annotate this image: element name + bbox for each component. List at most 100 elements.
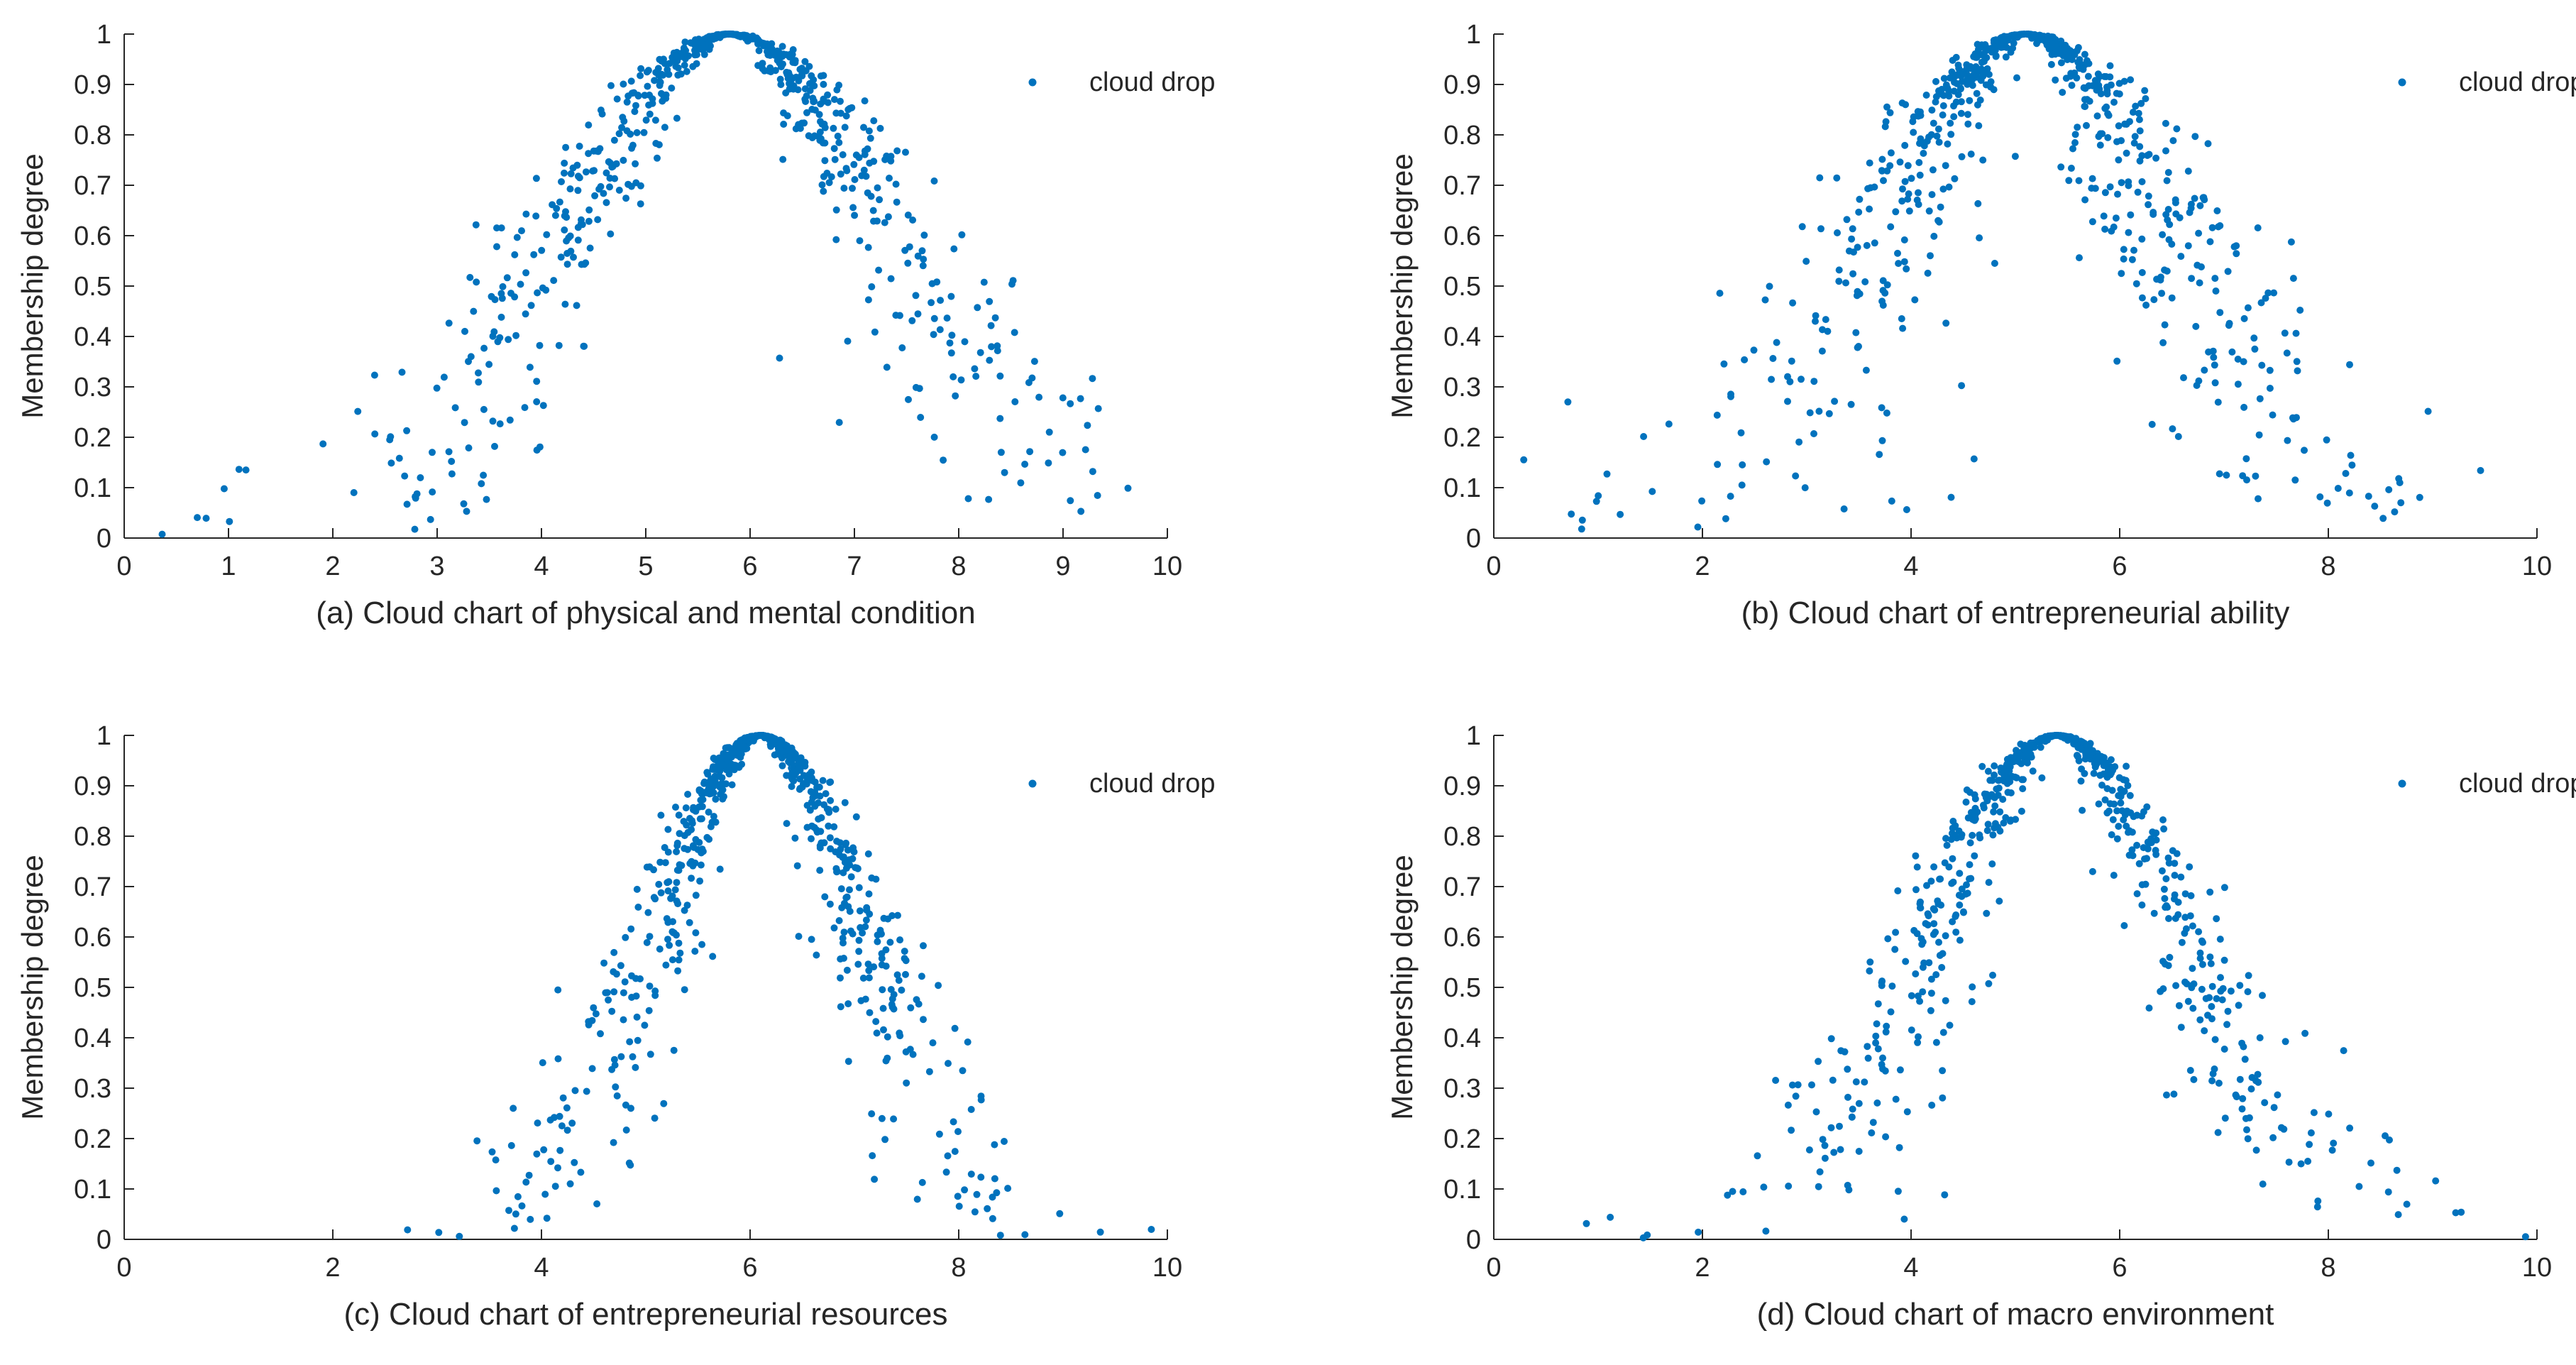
y-tick-label: 0.6 xyxy=(74,221,111,251)
cloud-drop-point xyxy=(1946,74,1954,82)
cloud-drop-point xyxy=(1949,918,1956,926)
cloud-drop-point xyxy=(2115,80,2123,87)
cloud-drop-point xyxy=(1833,174,1841,182)
cloud-drop-point xyxy=(986,297,993,305)
cloud-drop-point xyxy=(617,1053,625,1060)
cloud-drop-point xyxy=(813,951,820,959)
cloud-drop-point xyxy=(2096,141,2104,149)
cloud-drop-point xyxy=(2259,1180,2267,1188)
y-tick-label: 0.7 xyxy=(74,171,111,201)
y-axis-label: Membership degree xyxy=(16,855,49,1120)
cloud-drop-point xyxy=(573,302,580,309)
cloud-drop-point xyxy=(623,127,631,135)
cloud-drop-point xyxy=(2142,95,2150,102)
cloud-drop-point xyxy=(448,470,456,478)
cloud-drop-point xyxy=(690,804,698,811)
cloud-drop-point xyxy=(681,55,689,62)
cloud-drop-point xyxy=(950,373,957,380)
cloud-drop-point xyxy=(1724,1191,1732,1199)
cloud-drop-point xyxy=(946,339,954,347)
cloud-drop-point xyxy=(1713,411,1721,419)
cloud-drop-point xyxy=(656,55,664,63)
cloud-drop-point xyxy=(2258,361,2266,369)
cloud-drop-point xyxy=(2071,131,2079,138)
cloud-drop-point xyxy=(864,960,872,968)
cloud-drop-point xyxy=(2206,888,2214,896)
cloud-drop-point xyxy=(1894,1188,1902,1195)
cloud-drop-point xyxy=(1924,910,1932,918)
cloud-drop-point xyxy=(1977,65,1985,73)
cloud-drop-point xyxy=(696,815,704,823)
cloud-drop-point xyxy=(1818,347,1826,355)
cloud-drop-point xyxy=(879,1004,887,1012)
cloud-drop-point xyxy=(2142,301,2150,309)
cloud-drop-point xyxy=(2314,1197,2322,1205)
chart-panel-d: 0 2 4 6 8 1000.10.20.30.40.50.60.70.80.91Memb… xyxy=(1385,721,2576,1332)
cloud-drop-point xyxy=(522,310,529,318)
cloud-drop-point xyxy=(802,98,810,105)
cloud-drop-point xyxy=(1947,131,1955,138)
cloud-drop-point xyxy=(1984,821,1992,828)
cloud-drop-point xyxy=(608,1007,616,1015)
cloud-drop-point xyxy=(473,1137,481,1145)
cloud-drop-point xyxy=(600,959,608,967)
cloud-drop-point xyxy=(586,244,594,252)
x-tick-label: 2 xyxy=(1695,1253,1710,1283)
cloud-drop-point xyxy=(1089,468,1096,476)
cloud-drop-point xyxy=(605,158,612,165)
cloud-drop-point xyxy=(996,372,1004,380)
cloud-drop-point xyxy=(1578,516,1586,524)
cloud-drop-point xyxy=(952,392,959,400)
cloud-drop-point xyxy=(783,820,791,828)
cloud-drop-point xyxy=(874,217,881,225)
y-tick-label: 0.6 xyxy=(1443,221,1481,251)
cloud-drop-point xyxy=(754,732,761,740)
cloud-drop-point xyxy=(696,877,704,885)
cloud-drop-point xyxy=(2103,760,2110,767)
cloud-drop-point xyxy=(2106,62,2114,70)
cloud-drop-point xyxy=(1958,885,1966,893)
cloud-drop-point xyxy=(2477,466,2484,474)
cloud-drop-point xyxy=(2067,165,2075,172)
cloud-drop-point xyxy=(2115,122,2123,130)
cloud-drop-point xyxy=(2113,89,2120,97)
cloud-drop-point xyxy=(1798,223,1806,231)
cloud-drop-point xyxy=(2110,99,2118,106)
x-tick-label: 4 xyxy=(534,552,549,581)
cloud-drop-point xyxy=(1932,77,1939,85)
cloud-drop-point xyxy=(461,419,468,427)
cloud-drop-point xyxy=(1792,1092,1800,1100)
cloud-drop-point xyxy=(551,212,559,219)
cloud-drop-point xyxy=(585,206,593,214)
cloud-drop-point xyxy=(1956,936,1964,944)
cloud-drop-point xyxy=(695,803,703,811)
cloud-drop-point xyxy=(491,442,498,450)
cloud-drop-point xyxy=(1900,1215,1908,1223)
cloud-drop-point xyxy=(1915,1033,1922,1041)
cloud-drop-point xyxy=(646,933,654,941)
cloud-drop-point xyxy=(467,353,475,361)
cloud-drop-point xyxy=(2092,755,2100,762)
cloud-drop-point xyxy=(1927,990,1935,997)
cloud-drop-point xyxy=(2172,196,2179,204)
cloud-drop-point xyxy=(2078,765,2086,773)
cloud-drop-point xyxy=(643,938,651,946)
cloud-drop-point xyxy=(725,770,733,778)
cloud-drop-point xyxy=(578,261,585,268)
cloud-drop-point xyxy=(870,117,878,125)
cloud-drop-point xyxy=(2162,211,2170,219)
cloud-drop-point xyxy=(631,108,639,116)
cloud-drop-point xyxy=(556,1112,563,1120)
cloud-drop-point xyxy=(194,514,201,522)
cloud-drop-point xyxy=(1812,312,1820,319)
cloud-drop-point xyxy=(673,931,680,939)
cloud-drop-point xyxy=(1942,162,1949,170)
cloud-drop-point xyxy=(776,75,784,83)
cloud-drop-point xyxy=(2196,949,2204,957)
cloud-drop-point xyxy=(1983,791,1991,798)
cloud-drop-point xyxy=(954,1193,962,1200)
cloud-drop-point xyxy=(2065,177,2073,185)
cloud-drop-point xyxy=(1925,207,1933,215)
cloud-drop-point xyxy=(842,112,850,120)
cloud-drop-point xyxy=(1903,265,1910,273)
